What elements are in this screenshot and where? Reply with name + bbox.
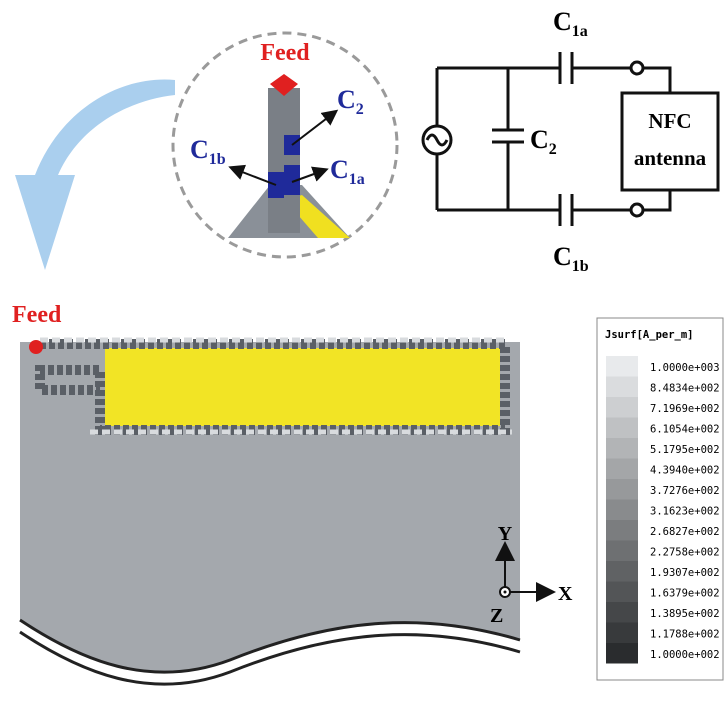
legend-swatch <box>606 643 638 664</box>
cap-main: C <box>337 85 356 114</box>
patch <box>105 348 500 426</box>
feed-label: Feed <box>260 40 310 66</box>
feed-stem <box>268 88 300 233</box>
cap-sub: 1b <box>209 151 226 168</box>
legend-level: 1.6379e+002 <box>650 588 720 600</box>
legend-level: 7.1969e+002 <box>650 403 720 415</box>
axis-origin <box>504 591 507 594</box>
legend-swatch <box>606 623 638 644</box>
curved-arrow <box>15 80 175 270</box>
cap-main: C <box>190 135 209 164</box>
legend-level: 2.2758e+002 <box>650 547 720 559</box>
cap-sub: 1a <box>572 23 588 40</box>
legend-level: 2.6827e+002 <box>650 526 720 538</box>
legend-level: 5.1795e+002 <box>650 444 720 456</box>
legend-title: Jsurf[A_per_m] <box>605 329 694 341</box>
legend-swatch <box>606 418 638 439</box>
axis-label: Y <box>498 523 513 545</box>
legend-swatch <box>606 356 638 377</box>
legend-level: 1.3895e+002 <box>650 608 720 620</box>
cap-main: C <box>530 125 549 154</box>
axis-label: X <box>558 583 573 605</box>
cap-sub: 1b <box>572 258 589 275</box>
legend-level: 3.7276e+002 <box>650 485 720 497</box>
cap-label: C1a <box>553 7 588 40</box>
load-label: NFC <box>648 109 691 133</box>
legend-level: 4.3940e+002 <box>650 465 720 477</box>
cap-label: C2 <box>530 125 557 158</box>
feed-label: Feed <box>12 302 62 328</box>
legend-swatch <box>606 541 638 562</box>
legend-level: 6.1054e+002 <box>650 424 720 436</box>
figure: Feed C2 C1b C1a C1a C2 C1b NFC antenna F… <box>0 0 725 706</box>
legend-swatch <box>606 520 638 541</box>
axis-label: Z <box>490 605 503 627</box>
legend-swatch <box>606 561 638 582</box>
cap-sub: 2 <box>356 101 364 118</box>
legend-swatch <box>606 500 638 521</box>
cap-main: C <box>330 155 349 184</box>
legend-swatch <box>606 479 638 500</box>
legend-swatch <box>606 438 638 459</box>
circuit <box>423 52 718 226</box>
legend-level: 3.1623e+002 <box>650 506 720 518</box>
legend-scale: 1.0000e+003 8.4834e+002 7.1969e+002 6.1054e… <box>606 356 720 664</box>
legend-swatch <box>606 602 638 623</box>
legend-level: 1.0000e+002 <box>650 649 720 661</box>
legend-level: 8.4834e+002 <box>650 383 720 395</box>
cap-main: C <box>553 242 572 271</box>
legend-swatch <box>606 459 638 480</box>
legend-level: 1.0000e+003 <box>650 362 720 374</box>
legend-level: 1.1788e+002 <box>650 629 720 641</box>
legend-level: 1.9307e+002 <box>650 567 720 579</box>
feed-point <box>29 340 43 354</box>
legend-swatch <box>606 582 638 603</box>
legend-swatch <box>606 397 638 418</box>
load-label: antenna <box>634 146 707 170</box>
legend-swatch <box>606 377 638 398</box>
cap-label: C1b <box>553 242 589 275</box>
cap-main: C <box>553 7 572 36</box>
cap-sub: 1a <box>349 171 365 188</box>
cap-sub: 2 <box>549 141 557 158</box>
